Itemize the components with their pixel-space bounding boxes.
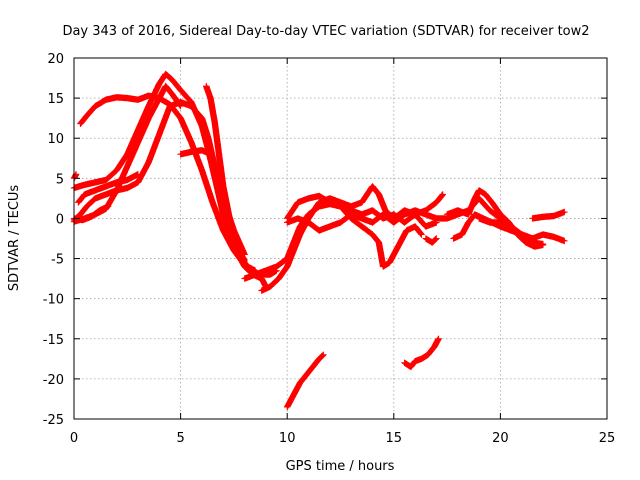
y-axis-label: SDTVAR / TECUs bbox=[7, 185, 22, 292]
series-track-r bbox=[284, 351, 327, 411]
marker-path-track-r bbox=[284, 351, 327, 411]
marker-path-track-s bbox=[401, 335, 442, 371]
y-tick-label: -10 bbox=[43, 293, 64, 308]
axis-ticks bbox=[73, 57, 608, 420]
x-tick-label: 15 bbox=[386, 431, 403, 446]
x-tick-label: 0 bbox=[70, 431, 78, 446]
series-track-e bbox=[75, 171, 142, 206]
tick-labels: 0 5 10 15 20 25 -25 -20 -15 -10 -5 0 5 10 15 20 bbox=[43, 52, 616, 446]
x-tick-label: 10 bbox=[279, 431, 296, 446]
series-track-t bbox=[70, 171, 80, 182]
series-track-s bbox=[401, 335, 442, 371]
y-tick-label: 15 bbox=[47, 92, 64, 107]
y-tick-label: -25 bbox=[43, 413, 64, 428]
y-tick-label: 5 bbox=[56, 172, 64, 187]
series-track-p bbox=[475, 215, 547, 248]
series-track-m bbox=[422, 235, 440, 246]
series-track-j bbox=[258, 183, 440, 294]
marker-path-track-k bbox=[284, 192, 425, 270]
x-tick-label: 5 bbox=[176, 431, 184, 446]
y-tick-label: -15 bbox=[43, 333, 64, 348]
series-track-k bbox=[284, 192, 425, 270]
y-tick-label: 20 bbox=[47, 52, 64, 67]
x-axis-label: GPS time / hours bbox=[286, 459, 395, 474]
series-track-q bbox=[529, 208, 568, 222]
y-tick-label: -20 bbox=[43, 373, 64, 388]
marker-path-track-m bbox=[422, 235, 440, 246]
x-tick-label: 25 bbox=[599, 431, 616, 446]
marker-path-track-t bbox=[70, 171, 80, 182]
plot-frame bbox=[73, 57, 608, 420]
marker-path-track-q bbox=[529, 208, 568, 222]
marker-path-track-p bbox=[475, 215, 547, 248]
marker-path-track-j bbox=[258, 183, 440, 294]
y-tick-label: 0 bbox=[56, 212, 64, 227]
x-tick-label: 20 bbox=[492, 431, 509, 446]
y-tick-label: 10 bbox=[47, 132, 64, 147]
marker-path-track-e bbox=[75, 171, 142, 206]
chart-title: Day 343 of 2016, Sidereal Day-to-day VTE… bbox=[62, 24, 589, 39]
y-tick-label: -5 bbox=[51, 253, 64, 268]
data-points bbox=[70, 70, 568, 411]
